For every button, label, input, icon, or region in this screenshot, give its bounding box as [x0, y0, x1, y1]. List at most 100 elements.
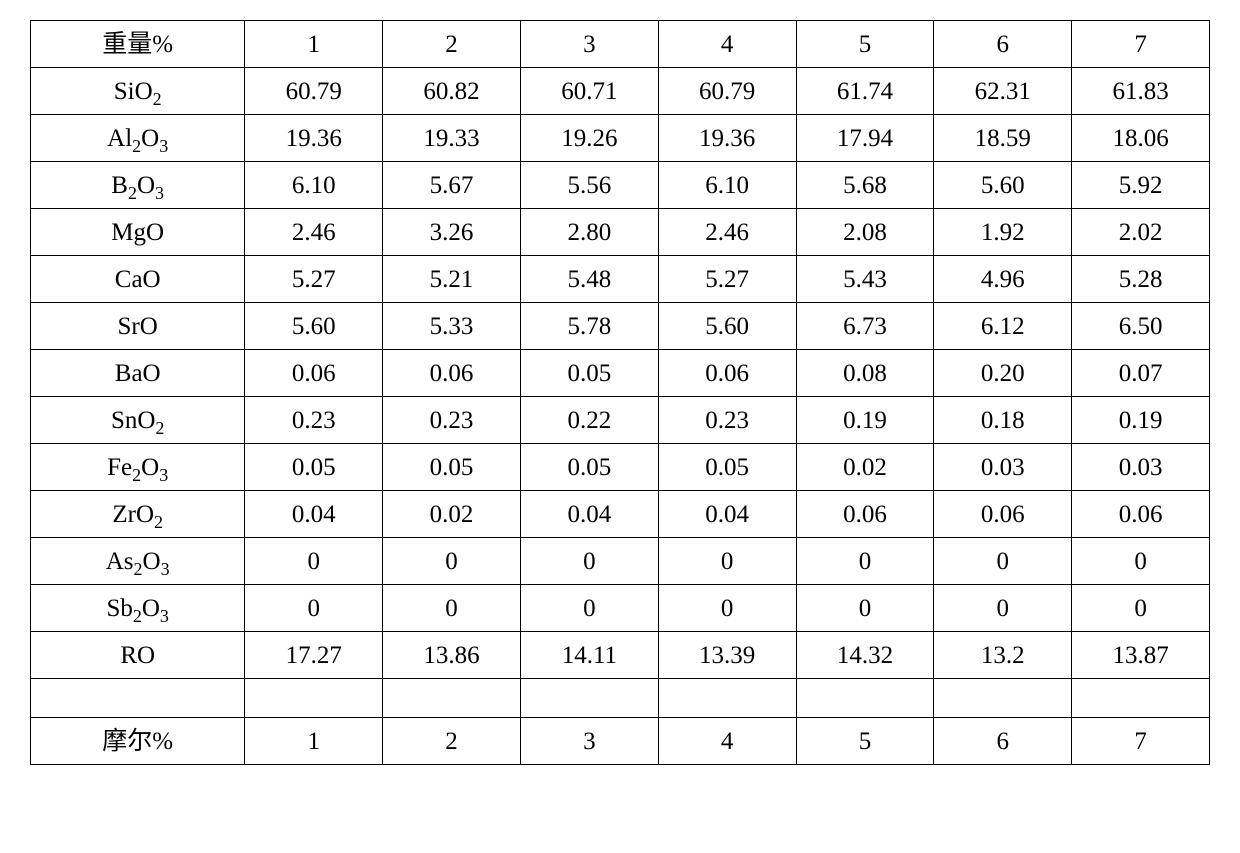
- column-header: 5: [796, 718, 934, 765]
- data-cell: 6.50: [1072, 303, 1210, 350]
- data-cell: 18.59: [934, 115, 1072, 162]
- data-cell: 0.23: [383, 397, 521, 444]
- data-cell: 0.04: [520, 491, 658, 538]
- data-cell: 19.36: [245, 115, 383, 162]
- empty-cell: [31, 679, 245, 718]
- table-footer-row: 摩尔%1234567: [31, 718, 1210, 765]
- data-cell: 2.46: [245, 209, 383, 256]
- data-cell: 5.48: [520, 256, 658, 303]
- data-cell: 0: [383, 538, 521, 585]
- composition-table: 重量%1234567SiO260.7960.8260.7160.7961.746…: [30, 20, 1210, 765]
- empty-cell: [658, 679, 796, 718]
- compound-label: SiO2: [31, 68, 245, 115]
- column-header: 1: [245, 21, 383, 68]
- column-header: 2: [383, 718, 521, 765]
- data-cell: 17.27: [245, 632, 383, 679]
- compound-label: Al2O3: [31, 115, 245, 162]
- data-cell: 13.87: [1072, 632, 1210, 679]
- data-cell: 5.67: [383, 162, 521, 209]
- data-cell: 0: [658, 538, 796, 585]
- empty-cell: [1072, 679, 1210, 718]
- data-cell: 0: [1072, 538, 1210, 585]
- data-cell: 0.23: [245, 397, 383, 444]
- table-row: SiO260.7960.8260.7160.7961.7462.3161.83: [31, 68, 1210, 115]
- table-row: Fe2O30.050.050.050.050.020.030.03: [31, 444, 1210, 491]
- data-cell: 0.04: [658, 491, 796, 538]
- data-cell: 0.06: [383, 350, 521, 397]
- data-cell: 0: [520, 538, 658, 585]
- data-cell: 5.27: [658, 256, 796, 303]
- compound-label: RO: [31, 632, 245, 679]
- column-header: 7: [1072, 21, 1210, 68]
- data-cell: 0.03: [934, 444, 1072, 491]
- data-cell: 0.06: [1072, 491, 1210, 538]
- data-cell: 19.26: [520, 115, 658, 162]
- data-cell: 0.19: [796, 397, 934, 444]
- data-cell: 0.18: [934, 397, 1072, 444]
- data-cell: 5.78: [520, 303, 658, 350]
- data-cell: 0.06: [796, 491, 934, 538]
- data-cell: 18.06: [1072, 115, 1210, 162]
- data-cell: 0.03: [1072, 444, 1210, 491]
- data-cell: 13.39: [658, 632, 796, 679]
- data-cell: 5.60: [658, 303, 796, 350]
- table-row: As2O30000000: [31, 538, 1210, 585]
- data-cell: 0.20: [934, 350, 1072, 397]
- data-cell: 5.27: [245, 256, 383, 303]
- column-header: 4: [658, 718, 796, 765]
- data-cell: 2.80: [520, 209, 658, 256]
- data-cell: 13.2: [934, 632, 1072, 679]
- data-cell: 1.92: [934, 209, 1072, 256]
- data-cell: 5.68: [796, 162, 934, 209]
- data-cell: 0: [796, 538, 934, 585]
- data-cell: 0.06: [934, 491, 1072, 538]
- empty-cell: [520, 679, 658, 718]
- data-cell: 0: [383, 585, 521, 632]
- compound-label: As2O3: [31, 538, 245, 585]
- table-header-row: 重量%1234567: [31, 21, 1210, 68]
- data-cell: 2.46: [658, 209, 796, 256]
- compound-label: Fe2O3: [31, 444, 245, 491]
- data-cell: 19.36: [658, 115, 796, 162]
- data-cell: 5.21: [383, 256, 521, 303]
- data-cell: 62.31: [934, 68, 1072, 115]
- table-row: SnO20.230.230.220.230.190.180.19: [31, 397, 1210, 444]
- table-row: CaO5.275.215.485.275.434.965.28: [31, 256, 1210, 303]
- data-cell: 0.05: [383, 444, 521, 491]
- data-cell: 0.05: [245, 444, 383, 491]
- column-header: 7: [1072, 718, 1210, 765]
- table-row: RO17.2713.8614.1113.3914.3213.213.87: [31, 632, 1210, 679]
- data-cell: 0.08: [796, 350, 934, 397]
- data-cell: 0.02: [796, 444, 934, 491]
- data-cell: 0.06: [245, 350, 383, 397]
- data-cell: 6.73: [796, 303, 934, 350]
- data-cell: 14.11: [520, 632, 658, 679]
- data-cell: 3.26: [383, 209, 521, 256]
- column-header: 2: [383, 21, 521, 68]
- compound-label: ZrO2: [31, 491, 245, 538]
- data-cell: 0: [1072, 585, 1210, 632]
- data-cell: 60.79: [658, 68, 796, 115]
- data-cell: 0.02: [383, 491, 521, 538]
- header-weight-percent: 重量%: [31, 21, 245, 68]
- compound-label: CaO: [31, 256, 245, 303]
- table-row: SrO5.605.335.785.606.736.126.50: [31, 303, 1210, 350]
- data-cell: 17.94: [796, 115, 934, 162]
- data-cell: 0.22: [520, 397, 658, 444]
- data-cell: 5.92: [1072, 162, 1210, 209]
- data-cell: 0: [245, 538, 383, 585]
- data-cell: 5.43: [796, 256, 934, 303]
- column-header: 1: [245, 718, 383, 765]
- compound-label: SnO2: [31, 397, 245, 444]
- data-cell: 5.33: [383, 303, 521, 350]
- compound-label: MgO: [31, 209, 245, 256]
- column-header: 6: [934, 21, 1072, 68]
- data-cell: 0.04: [245, 491, 383, 538]
- empty-cell: [383, 679, 521, 718]
- data-cell: 0: [658, 585, 796, 632]
- header-mole-percent: 摩尔%: [31, 718, 245, 765]
- column-header: 4: [658, 21, 796, 68]
- data-cell: 19.33: [383, 115, 521, 162]
- data-cell: 0.05: [520, 444, 658, 491]
- data-cell: 13.86: [383, 632, 521, 679]
